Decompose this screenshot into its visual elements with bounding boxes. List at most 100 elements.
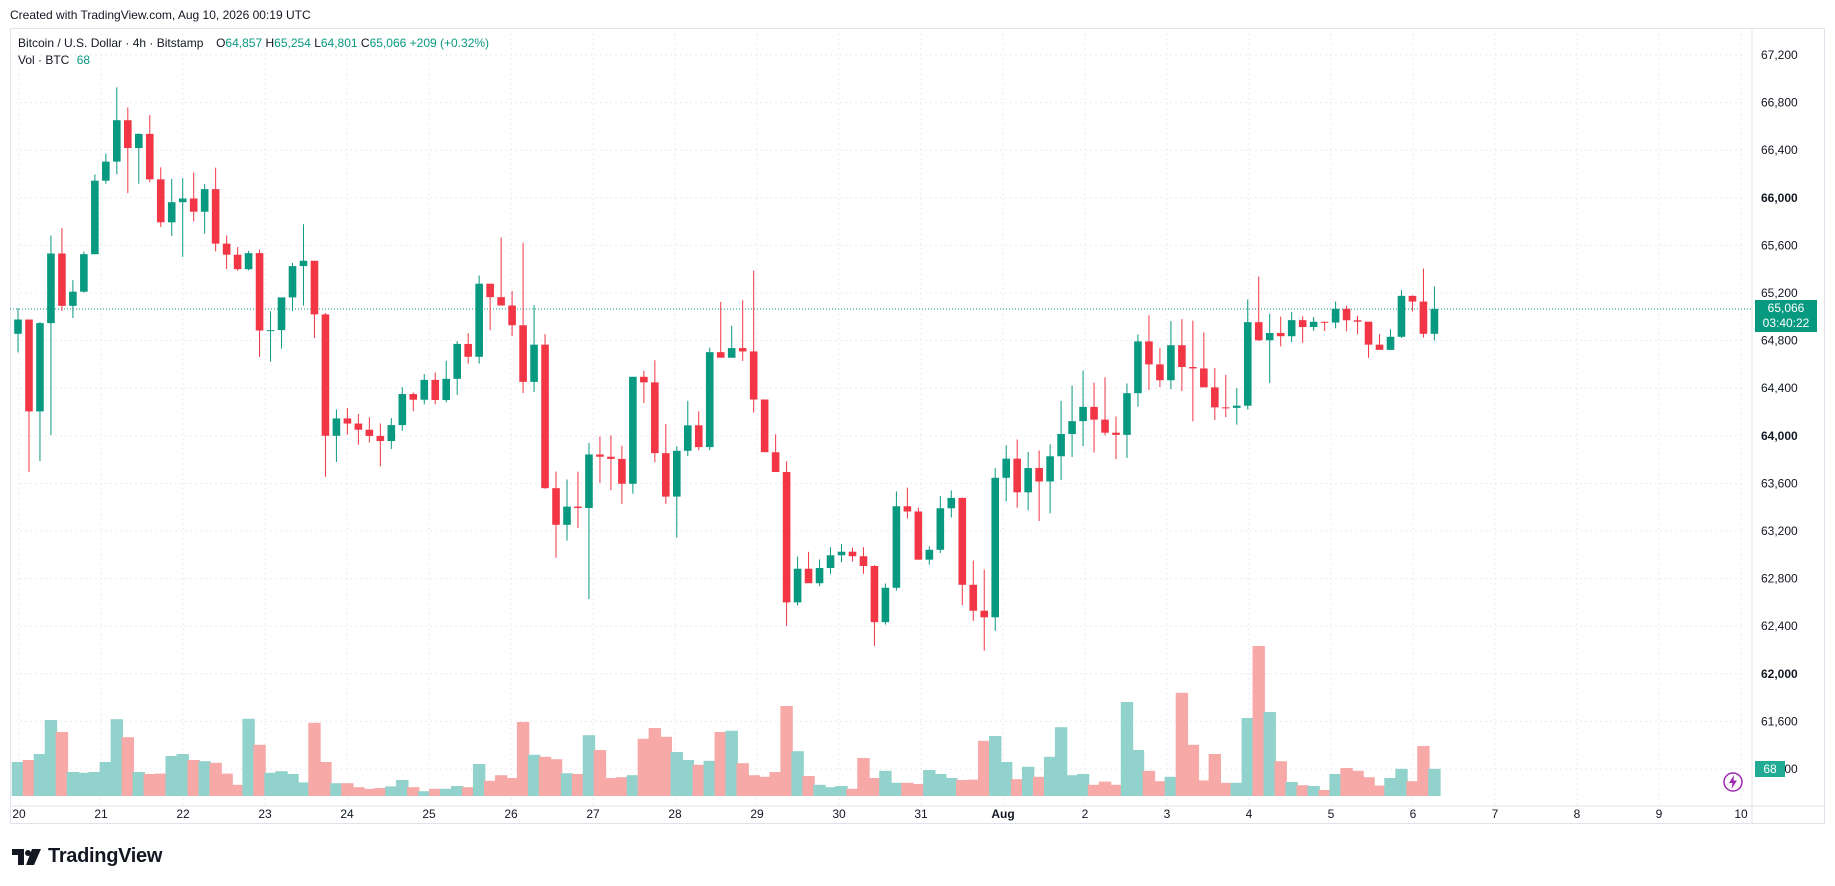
price-tick-label: 63,200 [1761, 524, 1798, 538]
time-tick-label: 22 [176, 807, 190, 821]
volume-bar [396, 780, 409, 796]
price-tick-label: 64,800 [1761, 334, 1798, 348]
volume-bar [1406, 781, 1419, 796]
candle-body [804, 568, 813, 584]
candle-body [1123, 393, 1131, 435]
candle-body [1265, 332, 1274, 341]
volume-bar [472, 764, 486, 796]
tradingview-logo[interactable]: TradingView [12, 845, 162, 868]
candle-body [1156, 364, 1164, 381]
candle-body [1254, 322, 1263, 341]
time-tick-label: 5 [1328, 807, 1335, 821]
time-tick-label: 9 [1656, 807, 1663, 821]
volume-bar [242, 718, 255, 796]
volume-bar [670, 752, 683, 796]
candle-body [1364, 321, 1373, 345]
candle-body [475, 283, 483, 357]
candle-body [1320, 321, 1329, 323]
close-label: C [360, 36, 370, 50]
candle-body [376, 435, 385, 442]
volume-bar [593, 750, 607, 796]
time-tick-label: 7 [1492, 807, 1499, 821]
volume-bar [198, 761, 211, 796]
candle-body [486, 283, 494, 298]
candle-body [760, 399, 769, 453]
candle-body [727, 348, 736, 358]
time-tick-label: 24 [340, 807, 354, 821]
volume-bar [264, 772, 277, 796]
volume-bar [1021, 766, 1035, 796]
candle-body [1068, 421, 1076, 435]
candle-body [321, 314, 330, 436]
candle-body [1375, 344, 1384, 350]
candle-body [47, 253, 55, 324]
candle-body [211, 189, 220, 244]
candle-body [1057, 434, 1065, 457]
volume-bar [527, 754, 541, 796]
volume-bar [879, 770, 892, 796]
candle-body [343, 418, 352, 424]
volume-bar [835, 786, 848, 796]
volume-bar [1274, 761, 1287, 796]
time-tick-label: 8 [1574, 807, 1581, 821]
candle-body [431, 379, 440, 400]
volume-bar [308, 722, 321, 796]
candle-body [1046, 456, 1054, 482]
candle-body [156, 179, 165, 223]
volume-bar [1109, 784, 1123, 796]
candle-body [925, 549, 934, 560]
chart-frame[interactable] [10, 28, 1825, 824]
candle-body [651, 382, 659, 454]
candle-body [69, 291, 77, 306]
volume-bar [451, 786, 464, 796]
candle-body [1112, 432, 1120, 435]
candle-body [1035, 468, 1043, 482]
candle-body [519, 325, 527, 382]
volume-bar [780, 706, 793, 796]
time-axis[interactable]: 20 21 22 23 24 25 26 27 28 29 30 31 Aug 2 3 4 5 6 7 8 9 10 [12, 807, 1748, 821]
volume-bar [11, 762, 25, 796]
candle-body [1430, 308, 1439, 334]
open-value: 64,857 [225, 36, 263, 50]
price-tick-label: 65,200 [1761, 286, 1798, 300]
volume-bar [769, 772, 782, 796]
candle-body [837, 551, 846, 556]
volume-bar [253, 744, 266, 796]
candle-body [1397, 295, 1406, 337]
volume-bar [77, 772, 91, 796]
candle-body [464, 343, 472, 357]
symbol-legend-row[interactable]: Bitcoin / U.S. Dollar · 4h · Bitstamp O6… [18, 35, 489, 52]
volume-value: 68 [76, 53, 91, 67]
volume-bar [1076, 774, 1090, 796]
candle-body [694, 425, 703, 448]
volume-legend-row[interactable]: Vol · BTC 68 [18, 52, 489, 69]
volume-bar [868, 778, 881, 796]
candle-body [563, 506, 571, 525]
price-tick-label: 66,400 [1761, 143, 1798, 157]
volume-bar [1318, 790, 1331, 796]
volume-bar [703, 760, 716, 796]
volume-bar [736, 763, 749, 796]
open-label: O [216, 36, 226, 50]
change-value: +209 (+0.32%) [409, 36, 490, 50]
candle-body [178, 198, 187, 203]
lightning-icon[interactable] [1722, 771, 1744, 793]
volume-bar [1032, 776, 1046, 796]
candle-body [870, 565, 879, 623]
volume-bar [1208, 754, 1222, 796]
candle-body [1386, 336, 1395, 350]
volume-bar [418, 791, 431, 796]
volume-bar [945, 778, 958, 796]
volume-bar [648, 728, 662, 796]
candle-body [1419, 301, 1428, 334]
volume-bar [1054, 727, 1068, 796]
candle-body [716, 352, 725, 358]
volume-bar [802, 776, 815, 796]
candle-body [354, 423, 363, 430]
volume-bar [55, 732, 69, 796]
volume-bar [978, 740, 991, 796]
volume-bar [352, 787, 365, 796]
volume-bar [824, 787, 837, 796]
price-axis[interactable]: 67,200 66,800 66,400 66,000 65,600 65,200 64,8… [1761, 48, 1798, 776]
